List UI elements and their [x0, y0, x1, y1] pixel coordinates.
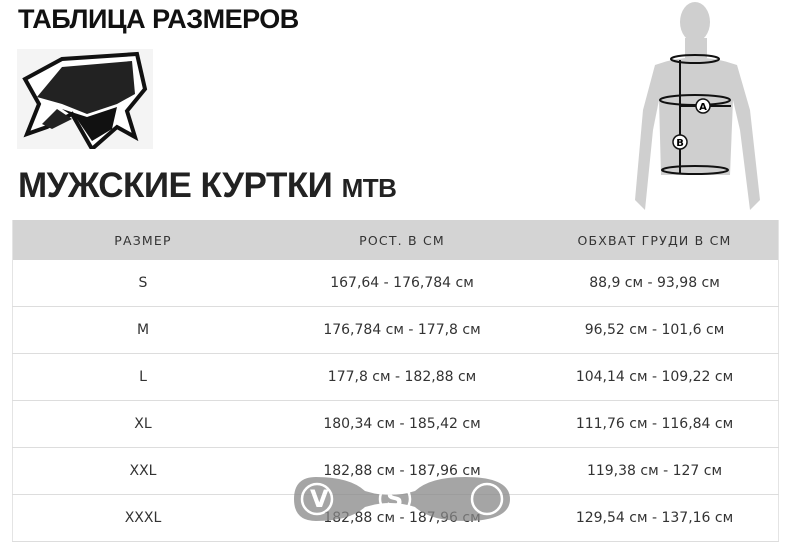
- cell-chest: 96,52 см - 101,6 см: [531, 306, 779, 354]
- table-row: M 176,784 см - 177,8 см 96,52 см - 101,6 с…: [12, 306, 779, 354]
- cell-height: 167,64 - 176,784 см: [273, 260, 531, 307]
- cell-height: 180,34 см - 185,42 см: [273, 400, 531, 448]
- cell-chest: 111,76 см - 116,84 см: [531, 400, 779, 448]
- svg-text:V: V: [310, 485, 329, 513]
- cell-size: XL: [12, 400, 273, 448]
- header-chest: ОБХВАТ ГРУДИ В СМ: [531, 220, 779, 260]
- header-height: РОСТ. В СМ: [273, 220, 531, 260]
- cell-size: L: [12, 353, 273, 401]
- cell-chest: 119,38 см - 127 см: [531, 447, 779, 495]
- cell-height: 177,8 см - 182,88 см: [273, 353, 531, 401]
- svg-text:S: S: [386, 485, 403, 513]
- cell-chest: 129,54 см - 137,16 см: [531, 494, 779, 542]
- table-header-row: РАЗМЕР РОСТ. В СМ ОБХВАТ ГРУДИ В СМ: [12, 220, 779, 260]
- section-title: МУЖСКИЕ КУРТКИ MTB: [18, 166, 397, 205]
- table-row: XL 180,34 см - 185,42 см 111,76 см - 116,8…: [12, 400, 779, 448]
- body-measurement-figure: A B: [625, 0, 785, 218]
- cell-chest: 104,14 см - 109,22 см: [531, 353, 779, 401]
- cell-size: XXL: [12, 447, 273, 495]
- cell-size: S: [12, 260, 273, 307]
- cell-size: M: [12, 306, 273, 354]
- cell-height: 176,784 см - 177,8 см: [273, 306, 531, 354]
- cell-chest: 88,9 см - 93,98 см: [531, 260, 779, 307]
- cell-size: XXXL: [12, 494, 273, 542]
- label-a: A: [699, 102, 707, 113]
- page-title: ТАБЛИЦА РАЗМЕРОВ: [18, 4, 299, 34]
- header-size: РАЗМЕР: [12, 220, 273, 260]
- table-row: L 177,8 см - 182,88 см 104,14 см - 109,22 …: [12, 353, 779, 401]
- label-b: B: [676, 138, 684, 149]
- velostudio-watermark: V S: [290, 473, 515, 525]
- fox-logo: [17, 49, 153, 153]
- table-row: S 167,64 - 176,784 см 88,9 см - 93,98 см: [12, 260, 779, 307]
